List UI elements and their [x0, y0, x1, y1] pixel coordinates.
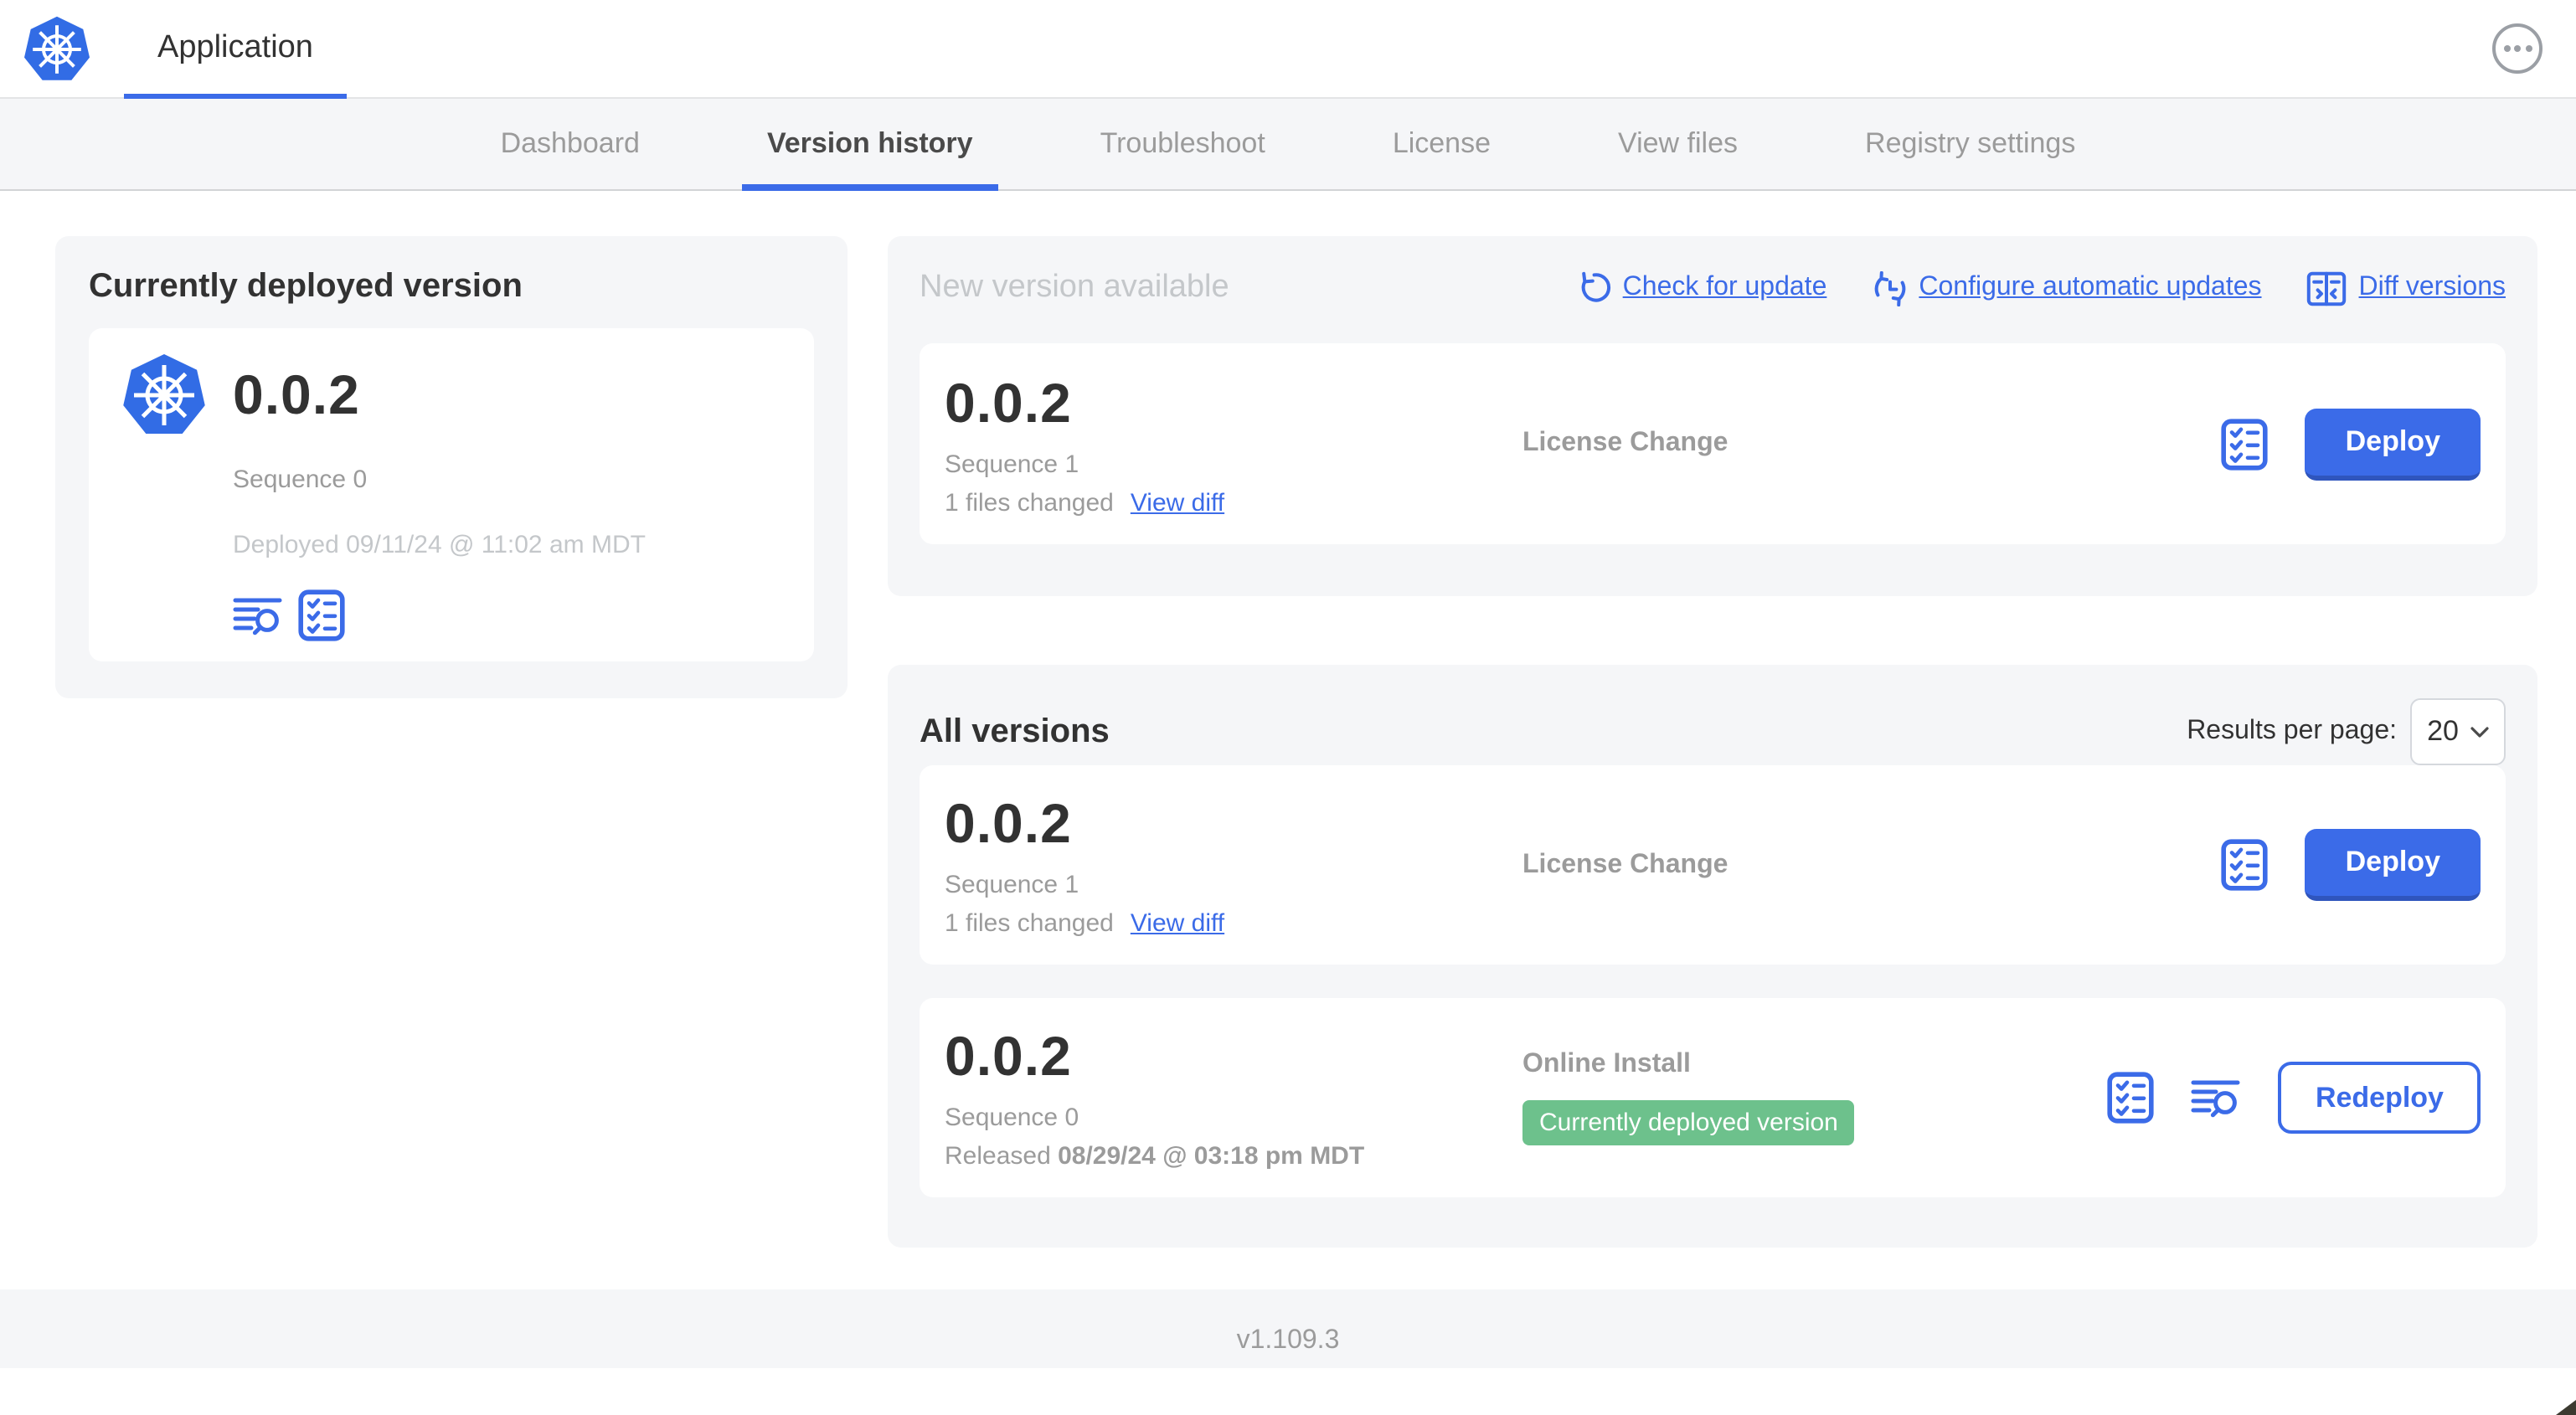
- app-tab-active-underline: [124, 94, 347, 99]
- tab-version-history[interactable]: Version history: [741, 99, 998, 191]
- ellipsis-icon: [2503, 45, 2510, 52]
- preflight-results-button[interactable]: [298, 589, 345, 641]
- currently-deployed-badge: Currently deployed version: [1522, 1100, 1855, 1145]
- section-nav: Dashboard Version history Troubleshoot L…: [0, 99, 2576, 191]
- currently-deployed-title: Currently deployed version: [89, 268, 523, 305]
- new-version-title: New version available: [920, 270, 1229, 305]
- view-deploy-logs-button[interactable]: [233, 595, 283, 635]
- results-per-page-select[interactable]: 20: [2410, 698, 2506, 765]
- app-header: Application: [0, 0, 2576, 99]
- kubernetes-logo-icon: [23, 13, 90, 81]
- results-per-page-label: Results per page:: [2187, 717, 2397, 745]
- configure-automatic-updates-link[interactable]: Configure automatic updates: [1872, 270, 2262, 306]
- view-deploy-logs-button[interactable]: [2192, 1078, 2242, 1118]
- overflow-menu-button[interactable]: [2492, 23, 2543, 74]
- view-diff-link[interactable]: View diff: [1130, 909, 1225, 938]
- version-source-label: Online Install: [1522, 1050, 1691, 1078]
- chevron-down-icon: [2470, 726, 2489, 737]
- view-diff-link[interactable]: View diff: [1130, 488, 1225, 517]
- kubernetes-app-icon: [122, 352, 206, 439]
- console-version-label: v1.109.3: [1236, 1326, 1340, 1355]
- tab-license[interactable]: License: [1392, 127, 1492, 159]
- sequence-label: Sequence 1: [945, 871, 1079, 899]
- results-per-page-value: 20: [2427, 715, 2459, 747]
- check-for-update-label[interactable]: Check for update: [1622, 273, 1827, 301]
- diff-versions-link[interactable]: Diff versions: [2307, 270, 2506, 306]
- version-row: 0.0.2 Sequence 1 1 files changed View di…: [920, 765, 2506, 965]
- sequence-label: Sequence 0: [945, 1104, 1079, 1132]
- deployed-sequence-label: Sequence 0: [233, 466, 368, 494]
- preflight-results-button[interactable]: [2222, 418, 2269, 470]
- files-changed-label: 1 files changed: [945, 488, 1114, 517]
- checklist-icon: [2222, 839, 2269, 891]
- version-label: 0.0.2: [945, 1025, 1072, 1087]
- version-row: 0.0.2 Sequence 0 Released 08/29/24 @ 03:…: [920, 998, 2506, 1197]
- app-tab-label: Application: [157, 30, 313, 65]
- preflight-results-button[interactable]: [2108, 1072, 2155, 1124]
- deployed-version-label: 0.0.2: [233, 363, 360, 425]
- checklist-icon: [2222, 418, 2269, 470]
- tab-view-files[interactable]: View files: [1618, 127, 1739, 159]
- logs-icon: [2192, 1078, 2242, 1118]
- files-changed-label: 1 files changed: [945, 909, 1114, 938]
- tab-registry-settings[interactable]: Registry settings: [1865, 127, 2076, 159]
- all-versions-title: All versions: [920, 713, 1110, 749]
- logs-icon: [233, 595, 283, 635]
- deploy-button[interactable]: Deploy: [2305, 829, 2481, 901]
- deploy-button[interactable]: Deploy: [2305, 408, 2481, 480]
- refresh-icon: [1581, 271, 1610, 302]
- released-timestamp: Released 08/29/24 @ 03:18 pm MDT: [945, 1142, 1365, 1171]
- cursor-artifact: [2556, 1400, 2576, 1415]
- diff-icon: [2307, 270, 2347, 306]
- app-logo: [0, 0, 124, 97]
- version-source-label: License Change: [1522, 850, 1728, 878]
- currently-deployed-panel: Currently deployed version 0.0.2 Sequenc…: [55, 236, 848, 698]
- app-tab-application[interactable]: Application: [124, 0, 347, 99]
- version-label: 0.0.2: [945, 792, 1072, 854]
- redeploy-button[interactable]: Redeploy: [2278, 1062, 2481, 1134]
- check-for-update-link[interactable]: Check for update: [1578, 271, 1827, 305]
- all-versions-panel: All versions Results per page: 20 0.0.2 …: [888, 665, 2537, 1248]
- preflight-results-button[interactable]: [2222, 839, 2269, 891]
- configure-automatic-updates-label[interactable]: Configure automatic updates: [1919, 273, 2262, 301]
- checklist-icon: [2108, 1072, 2155, 1124]
- checklist-icon: [298, 589, 345, 641]
- tab-troubleshoot[interactable]: Troubleshoot: [1100, 127, 1265, 159]
- tab-dashboard[interactable]: Dashboard: [500, 127, 640, 159]
- diff-versions-label[interactable]: Diff versions: [2358, 273, 2506, 301]
- new-version-panel: New version available Check for update C…: [888, 236, 2537, 596]
- app-footer: v1.109.3: [0, 1289, 2576, 1368]
- schedule-icon: [1874, 270, 1905, 306]
- currently-deployed-card: 0.0.2 Sequence 0 Deployed 09/11/24 @ 11:…: [89, 328, 814, 661]
- new-version-card: 0.0.2 Sequence 1 1 files changed View di…: [920, 343, 2506, 544]
- main-content: Currently deployed version 0.0.2 Sequenc…: [0, 191, 2576, 1248]
- version-source-label: License Change: [1522, 429, 1728, 457]
- sequence-label: Sequence 1: [945, 450, 1079, 478]
- version-label: 0.0.2: [945, 371, 1072, 433]
- deployed-timestamp: Deployed 09/11/24 @ 11:02 am MDT: [233, 531, 646, 559]
